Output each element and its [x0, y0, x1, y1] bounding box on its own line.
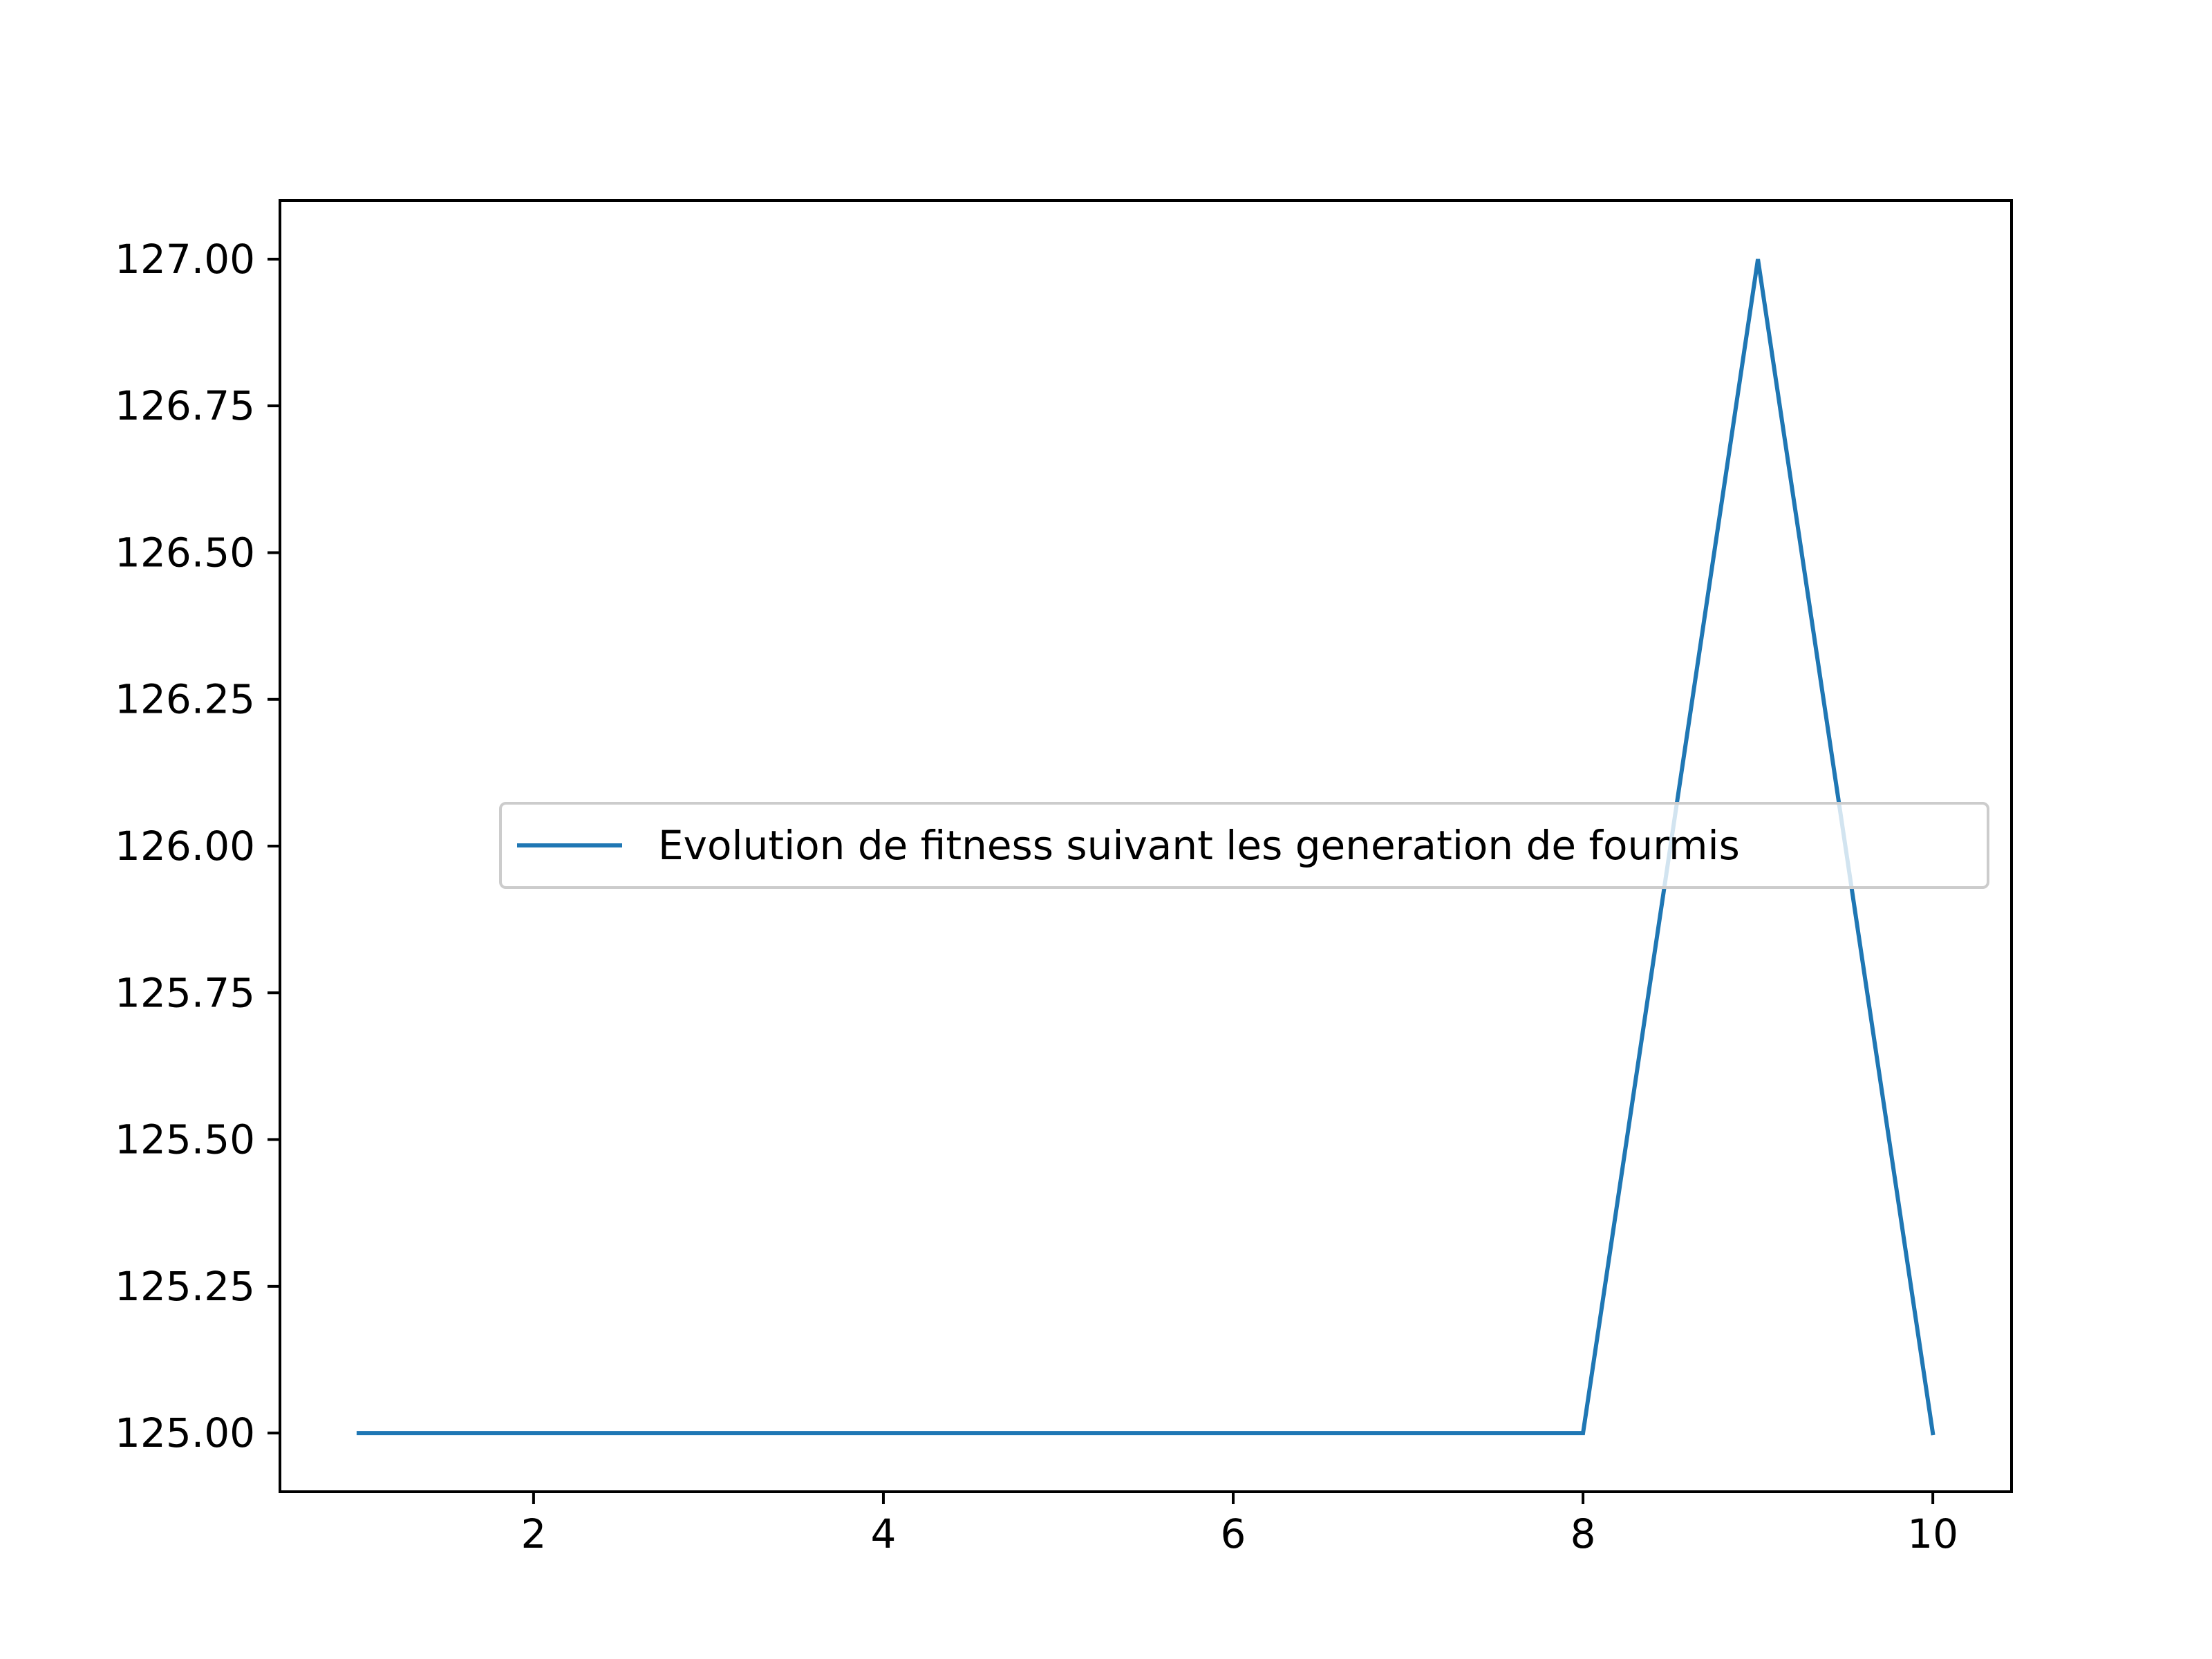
y-tick-label: 126.50 [115, 529, 255, 576]
y-tick-label: 126.25 [115, 676, 255, 723]
x-tick-label: 6 [1221, 1510, 1246, 1557]
x-axis: 2 4 6 8 10 [521, 1492, 1958, 1557]
x-tick-label: 8 [1571, 1510, 1596, 1557]
y-tick-label: 126.75 [115, 382, 255, 429]
legend: Evolution de fitness suivant les generat… [499, 802, 1989, 889]
legend-box [499, 802, 1989, 889]
y-tick-label: 127.00 [115, 236, 255, 283]
x-tick-label: 10 [1907, 1510, 1958, 1557]
x-tick-label: 2 [521, 1510, 546, 1557]
y-tick-label: 125.25 [115, 1263, 255, 1310]
y-tick-label: 125.00 [115, 1409, 255, 1456]
legend-label: Evolution de fitness suivant les generat… [658, 822, 1740, 869]
x-tick-label: 4 [871, 1510, 897, 1557]
y-tick-label: 126.00 [115, 823, 255, 870]
y-tick-label: 125.50 [115, 1116, 255, 1163]
y-axis: 125.00 125.25 125.50 125.75 126.00 126.25 126.… [115, 236, 280, 1456]
y-tick-label: 125.75 [115, 969, 255, 1016]
